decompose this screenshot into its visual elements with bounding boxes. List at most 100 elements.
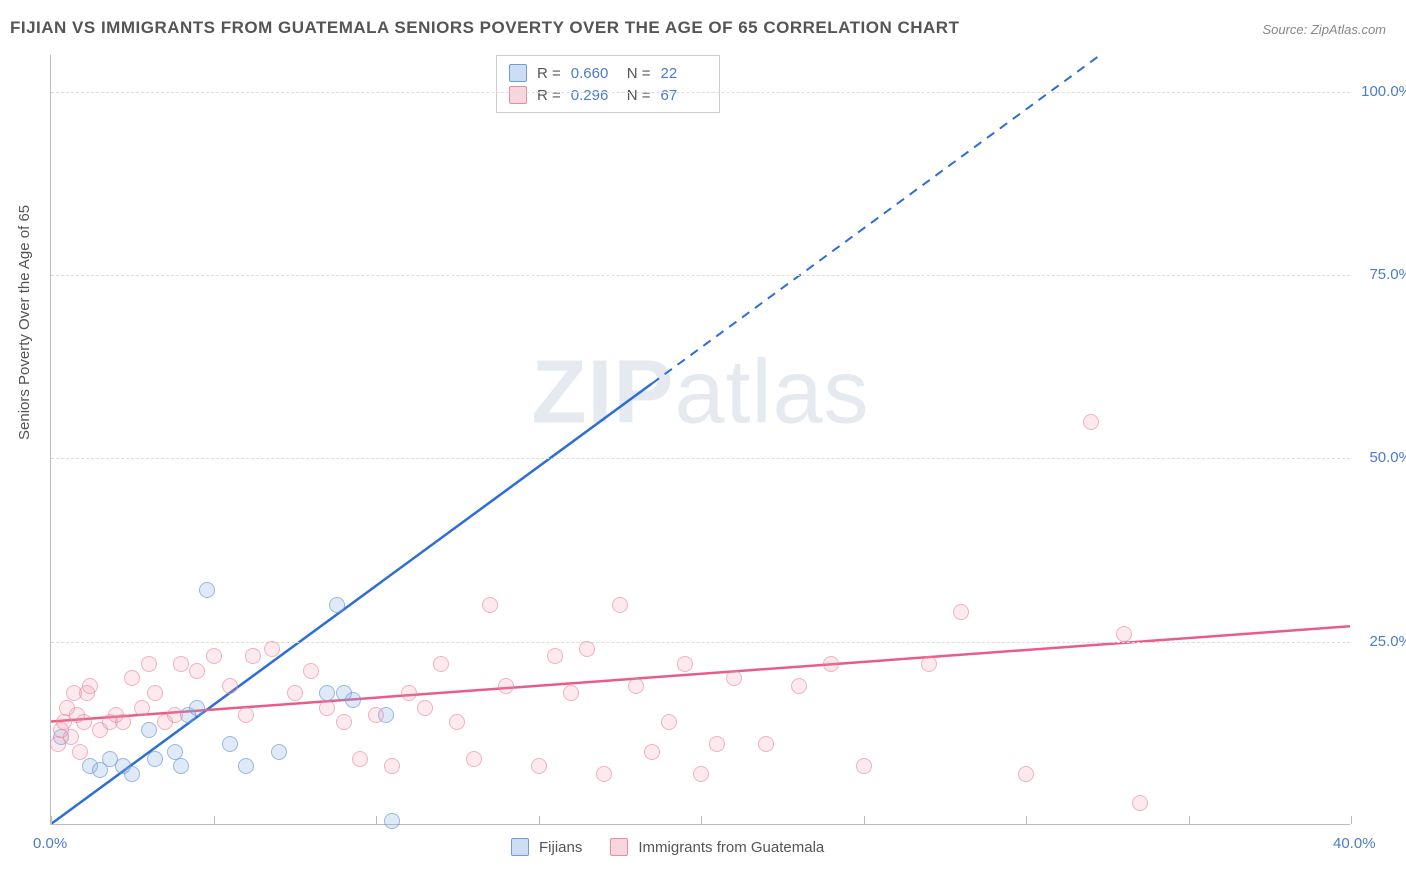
data-point [531,758,547,774]
data-point [628,678,644,694]
plot-area: ZIPatlas R = 0.660 N = 22 R = 0.296 N = … [50,55,1350,825]
x-tick [376,816,377,824]
data-point [563,685,579,701]
source-label: Source: ZipAtlas.com [1262,22,1386,37]
legend-item-series1: Fijians [511,838,582,856]
data-point [167,707,183,723]
data-point [433,656,449,672]
data-point [222,678,238,694]
data-point [1018,766,1034,782]
data-point [245,648,261,664]
data-point [482,597,498,613]
x-tick [214,816,215,824]
data-point [336,714,352,730]
data-point [677,656,693,672]
data-point [921,656,937,672]
data-point [693,766,709,782]
data-point [384,758,400,774]
data-point [644,744,660,760]
data-point [141,722,157,738]
legend-swatch-series2 [610,838,628,856]
swatch-series2 [509,86,527,104]
data-point [238,707,254,723]
data-point [579,641,595,657]
bottom-legend: Fijians Immigrants from Guatemala [511,838,824,856]
legend-swatch-series1 [511,838,529,856]
x-tick [51,816,52,824]
legend-label-series2: Immigrants from Guatemala [638,839,824,856]
gridline [51,92,1350,93]
gridline [51,642,1350,643]
data-point [319,700,335,716]
legend-label-series1: Fijians [539,839,582,856]
data-point [612,597,628,613]
gridline [51,275,1350,276]
data-point [329,597,345,613]
x-tick-label: 40.0% [1333,835,1376,852]
data-point [547,648,563,664]
data-point [206,648,222,664]
data-point [147,685,163,701]
x-tick [701,816,702,824]
gridline [51,458,1350,459]
data-point [791,678,807,694]
data-point [189,663,205,679]
data-point [222,736,238,752]
y-tick-label: 75.0% [1369,266,1406,283]
data-point [726,670,742,686]
data-point [417,700,433,716]
legend-item-series2: Immigrants from Guatemala [610,838,824,856]
data-point [758,736,774,752]
data-point [1116,626,1132,642]
data-point [449,714,465,730]
data-point [319,685,335,701]
y-tick-label: 100.0% [1361,83,1406,100]
y-axis-label: Seniors Poverty Over the Age of 65 [16,205,33,440]
data-point [1132,795,1148,811]
data-point [72,744,88,760]
watermark: ZIPatlas [531,342,869,445]
data-point [147,751,163,767]
data-point [466,751,482,767]
chart-title: FIJIAN VS IMMIGRANTS FROM GUATEMALA SENI… [10,18,959,38]
data-point [1083,414,1099,430]
data-point [303,663,319,679]
data-point [498,678,514,694]
data-point [271,744,287,760]
data-point [167,744,183,760]
data-point [238,758,254,774]
data-point [115,714,131,730]
swatch-series1 [509,64,527,82]
x-tick-label: 0.0% [33,835,67,852]
data-point [401,685,417,701]
y-tick-label: 50.0% [1369,449,1406,466]
x-tick [1026,816,1027,824]
y-tick-label: 25.0% [1369,633,1406,650]
data-point [352,751,368,767]
data-point [141,656,157,672]
data-point [76,714,92,730]
data-point [596,766,612,782]
correlation-stats-box: R = 0.660 N = 22 R = 0.296 N = 67 [496,55,720,113]
stats-row-series1: R = 0.660 N = 22 [509,62,707,84]
data-point [82,678,98,694]
data-point [856,758,872,774]
data-point [173,656,189,672]
data-point [287,685,303,701]
data-point [63,729,79,745]
data-point [124,670,140,686]
data-point [709,736,725,752]
chart-container: FIJIAN VS IMMIGRANTS FROM GUATEMALA SENI… [0,0,1406,892]
data-point [124,766,140,782]
x-tick [1351,816,1352,824]
data-point [384,813,400,829]
x-tick [539,816,540,824]
data-point [368,707,384,723]
data-point [189,700,205,716]
data-point [661,714,677,730]
data-point [345,692,361,708]
x-tick [864,816,865,824]
data-point [264,641,280,657]
stats-row-series2: R = 0.296 N = 67 [509,84,707,106]
data-point [953,604,969,620]
